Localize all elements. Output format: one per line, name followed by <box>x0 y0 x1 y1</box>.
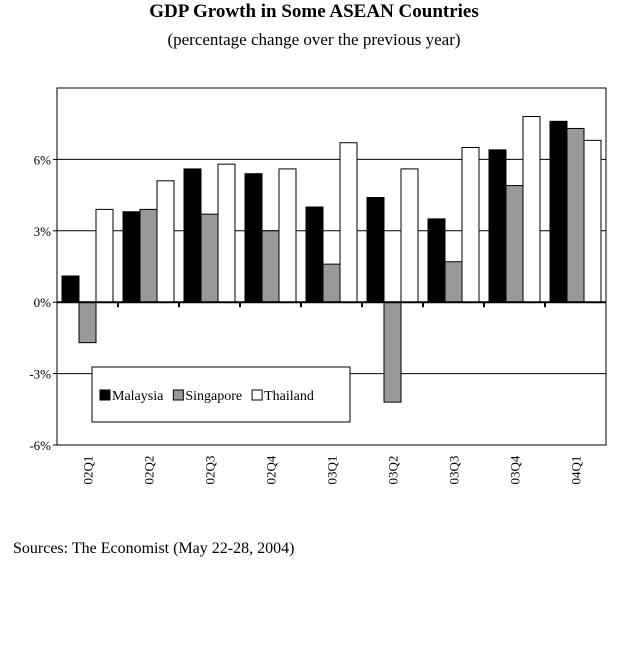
legend-label: Thailand <box>264 389 314 404</box>
bar <box>61 275 80 303</box>
bar <box>261 230 280 303</box>
legend-label: Malaysia <box>112 389 164 404</box>
legend-label: Singapore <box>185 389 242 404</box>
x-tick-label: 02Q2 <box>142 456 157 485</box>
x-tick-label: 02Q4 <box>264 455 279 484</box>
x-tick-label: 04Q1 <box>569 456 584 485</box>
bar <box>122 211 141 303</box>
x-tick-label: 03Q4 <box>508 455 523 484</box>
bar <box>322 263 341 303</box>
bar <box>244 173 263 303</box>
legend-box <box>91 366 351 423</box>
y-tick-label: -6% <box>29 438 51 453</box>
bar <box>444 261 463 303</box>
bar <box>505 185 524 303</box>
y-tick-label: -3% <box>29 367 51 382</box>
bar <box>278 168 297 303</box>
legend-swatch <box>251 389 263 401</box>
bar <box>78 301 97 344</box>
bar <box>461 147 480 303</box>
x-tick-label: 03Q2 <box>386 456 401 485</box>
bar <box>566 127 585 303</box>
y-tick-label: 0% <box>34 295 52 310</box>
bar <box>427 218 446 303</box>
x-tick-label: 02Q3 <box>203 456 218 485</box>
bar <box>305 206 324 303</box>
chart-title: GDP Growth in Some ASEAN Countries <box>149 1 479 22</box>
bar <box>156 180 175 303</box>
bar <box>549 120 568 303</box>
legend-swatch <box>172 389 184 401</box>
bar <box>488 149 507 303</box>
x-tick-label: 02Q1 <box>81 456 96 485</box>
x-tick-label: 03Q3 <box>447 456 462 485</box>
y-tick-label: 3% <box>34 224 52 239</box>
bar <box>400 168 419 303</box>
bar <box>339 142 358 303</box>
bar <box>183 168 202 303</box>
bar <box>200 213 219 303</box>
bar <box>583 139 602 303</box>
chart-subtitle: (percentage change over the previous yea… <box>167 30 460 49</box>
bar <box>139 208 158 303</box>
bar <box>522 116 541 303</box>
bar <box>95 208 114 303</box>
legend-swatch <box>99 389 111 401</box>
bar <box>383 301 402 403</box>
x-tick-label: 03Q1 <box>325 456 340 485</box>
source-note: Sources: The Economist (May 22-28, 2004) <box>13 540 294 557</box>
bar <box>217 163 236 303</box>
y-tick-label: 6% <box>34 152 52 167</box>
bar <box>366 196 385 303</box>
